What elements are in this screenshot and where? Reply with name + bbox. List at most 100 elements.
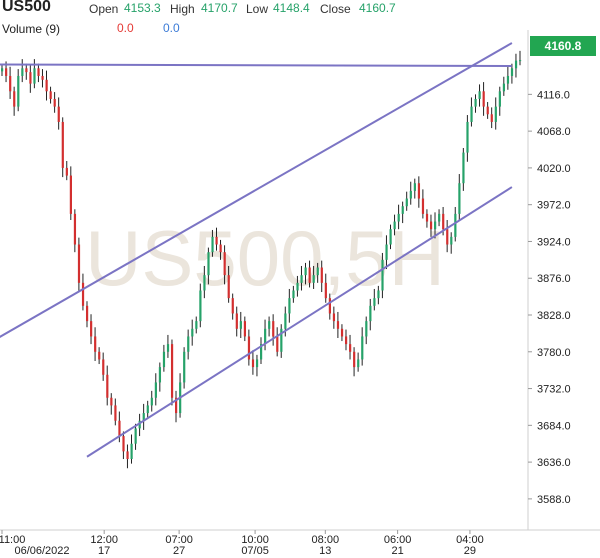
candle-up — [288, 298, 291, 314]
y-tick-label: 3732.0 — [537, 384, 571, 396]
candle-down — [175, 397, 178, 414]
volume-value-2: 0.0 — [163, 21, 180, 35]
candle-up — [458, 183, 461, 214]
candle-down — [332, 313, 336, 322]
candle-up — [268, 321, 271, 329]
x-tick-label-time: 10:00 — [241, 534, 269, 546]
candle-down — [90, 321, 93, 337]
y-tick-label: 4116.0 — [537, 89, 570, 101]
low-value: 4148.4 — [273, 1, 310, 15]
close-label: Close — [320, 2, 351, 16]
candle-down — [486, 106, 489, 115]
volume-label: Volume (9) — [2, 22, 61, 36]
x-tick-label-date: 21 — [391, 545, 403, 557]
candle-up — [365, 321, 368, 337]
candle-up — [296, 282, 299, 291]
candle-up — [207, 252, 210, 276]
candle-down — [482, 91, 485, 107]
candle-down — [251, 359, 255, 368]
candle-up — [211, 236, 214, 253]
candle-down — [41, 75, 44, 80]
candle-up — [239, 321, 242, 329]
candle-up — [470, 106, 473, 122]
candle-up — [203, 275, 206, 291]
candle-up — [300, 275, 303, 283]
trendlines-layer — [0, 42, 513, 458]
low-label: Low — [246, 2, 269, 16]
candles-layer — [1, 50, 522, 469]
candle-down — [25, 68, 28, 73]
candle-up — [17, 75, 20, 107]
y-tick-label: 3684.0 — [537, 420, 571, 432]
candle-up — [357, 359, 360, 368]
candle-up — [134, 428, 137, 444]
candle-up — [506, 75, 510, 84]
candle-up — [389, 229, 392, 245]
y-tick-label: 3636.0 — [537, 457, 571, 469]
candle-down — [126, 451, 129, 460]
candle-up — [494, 106, 497, 122]
candle-up — [397, 213, 400, 222]
candle-down — [425, 213, 429, 222]
x-tick-label-date: 13 — [319, 545, 331, 557]
candle-down — [106, 374, 109, 398]
volume-value-1: 0.0 — [117, 21, 134, 35]
candle-up — [409, 190, 412, 199]
y-tick-label: 4068.0 — [537, 126, 571, 138]
candle-up — [1, 68, 4, 72]
candle-down — [276, 336, 279, 352]
x-tick-label-date: 07/05 — [241, 545, 269, 557]
candle-up — [466, 121, 469, 153]
candle-down — [227, 275, 230, 299]
candle-up — [166, 344, 170, 352]
x-tick-label-date: 29 — [464, 545, 476, 557]
candle-up — [316, 267, 319, 276]
candle-up — [393, 221, 396, 230]
candle-up — [162, 351, 166, 368]
trendline-level — [0, 63, 512, 68]
candle-up — [183, 351, 186, 383]
candle-up — [304, 267, 307, 276]
candle-down — [73, 213, 77, 245]
candle-up — [138, 420, 141, 429]
candle-up — [187, 336, 190, 352]
candle-down — [231, 298, 234, 314]
candle-down — [215, 236, 218, 245]
candle-down — [81, 282, 85, 306]
y-tick-label: 3588.0 — [537, 494, 571, 506]
y-tick-label: 3924.0 — [537, 236, 571, 248]
candle-down — [118, 420, 121, 437]
candle-down — [61, 121, 64, 168]
candle-up — [502, 83, 506, 92]
x-tick-label-date: 06/06/2022 — [14, 545, 69, 557]
candle-down — [490, 114, 493, 122]
high-label: High — [170, 2, 195, 16]
candle-down — [353, 351, 356, 368]
candle-down — [98, 351, 101, 360]
x-tick-label-date: 17 — [98, 545, 110, 557]
candle-down — [85, 305, 89, 322]
candle-down — [45, 79, 48, 92]
candle-up — [260, 344, 263, 360]
candle-down — [223, 252, 226, 276]
candle-down — [37, 68, 40, 76]
y-tick-label: 3876.0 — [537, 273, 571, 285]
candle-up — [450, 236, 453, 245]
candle-up — [199, 290, 202, 322]
candle-down — [102, 359, 105, 375]
candle-down — [344, 336, 348, 345]
candle-down — [446, 229, 449, 245]
last-price-tag: 4160.8 — [530, 36, 596, 56]
candle-up — [255, 359, 259, 368]
candle-up — [454, 213, 457, 237]
candle-up — [438, 213, 441, 222]
candle-down — [77, 244, 81, 283]
candle-up — [154, 382, 157, 398]
candle-down — [336, 321, 340, 329]
trendline-support — [86, 186, 513, 458]
candle-down — [53, 98, 56, 107]
candle-up — [280, 328, 283, 352]
x-tick-label-time: 06:00 — [384, 534, 412, 546]
candle-up — [195, 321, 198, 329]
